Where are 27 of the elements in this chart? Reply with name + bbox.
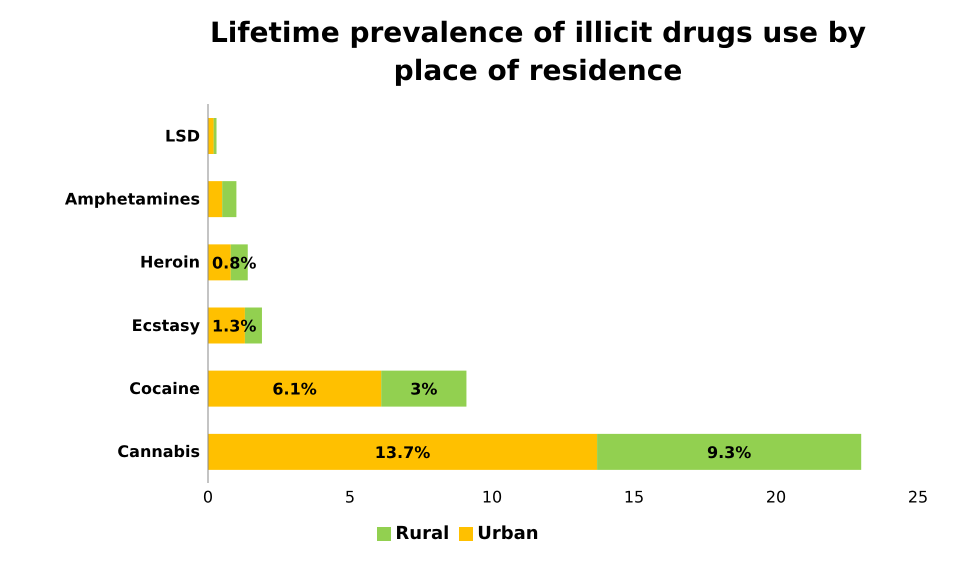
y-tick-label: LSD [165, 126, 200, 145]
chart-title: Lifetime prevalence of illicit drugs use by place of residence [208, 15, 868, 89]
bar [208, 370, 382, 406]
data-label: 6.1% [272, 379, 317, 398]
legend-label: Rural [395, 522, 450, 544]
bar [222, 180, 236, 217]
bar [208, 180, 222, 217]
data-label: 1.3% [212, 316, 256, 336]
x-tick-label: 25 [908, 486, 928, 506]
y-tick-label: Ecstasy [132, 315, 201, 334]
x-tick-label: 5 [344, 486, 356, 506]
legend-label: Urban [477, 522, 539, 544]
x-tick-label: 20 [766, 486, 786, 506]
data-label: 9.3% [706, 442, 752, 462]
x-tick-label: 10 [482, 486, 502, 506]
y-tick-label: Cocaine [129, 378, 200, 398]
x-tick-label: 15 [624, 486, 644, 506]
bar [381, 370, 466, 406]
data-label: 13.7% [374, 442, 430, 462]
bar [208, 433, 598, 470]
bar [597, 433, 862, 470]
bar [214, 118, 217, 154]
y-tick-label: Heroin [140, 252, 200, 272]
data-label: 3% [410, 379, 438, 398]
y-tick-label: Amphetamines [64, 189, 200, 208]
y-tick-label: Cannabis [117, 442, 200, 461]
x-tick-label: 0 [202, 486, 214, 506]
